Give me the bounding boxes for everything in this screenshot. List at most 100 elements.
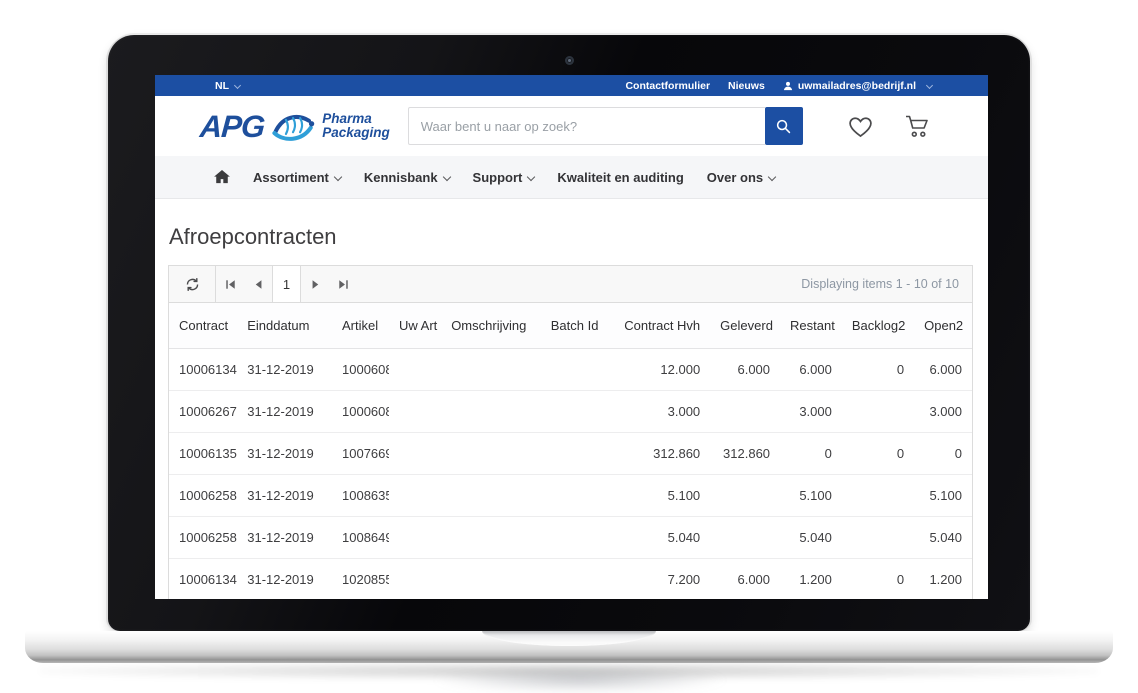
top-utility-bar: NL Contactformulier Nieuws uwmailadres@b… — [155, 75, 988, 96]
header-icons — [847, 114, 930, 138]
nav-item-kwaliteit-en-auditing[interactable]: Kwaliteit en auditing — [557, 170, 683, 185]
cell-geleverd: 6.000 — [710, 348, 781, 391]
column-header-uw-art[interactable]: Uw Art — [389, 303, 442, 349]
next-page-button[interactable] — [301, 266, 329, 302]
last-page-icon — [338, 279, 349, 290]
next-page-icon — [310, 279, 321, 290]
nav-item-label: Kwaliteit en auditing — [557, 169, 684, 185]
nav-item-kennisbank[interactable]: Kennisbank — [364, 170, 451, 185]
column-header-omschrijving[interactable]: Omschrijving — [441, 303, 541, 349]
column-header-batch-id[interactable]: Batch Id — [540, 303, 603, 349]
nav-item-assortiment[interactable]: Assortiment — [253, 170, 343, 185]
cell-geleverd — [710, 390, 781, 433]
nav-home-button[interactable] — [214, 170, 230, 184]
magnifier-icon — [775, 118, 792, 135]
cell-contract: 10006134 — [169, 558, 238, 599]
cell-artikel: 1020855 — [332, 558, 389, 599]
cell-einddatum: 31-12-2019 — [237, 474, 332, 517]
cell-contract: 10006135 — [169, 432, 238, 475]
cell-uw-art — [389, 432, 442, 475]
column-header-geleverd[interactable]: Geleverd — [710, 303, 781, 349]
cart-button[interactable] — [904, 114, 930, 138]
table-row: 10006258 31-12-2019 1008635 5.100 5.100 5.100 — [169, 474, 972, 517]
shopping-cart-icon — [904, 114, 930, 138]
home-icon — [214, 170, 230, 184]
column-header-backlog2[interactable]: Backlog2 — [841, 303, 915, 349]
wishlist-button[interactable] — [847, 114, 874, 138]
cell-uw-art — [389, 516, 442, 559]
cell-batch-id — [540, 390, 603, 433]
column-header-einddatum[interactable]: Einddatum — [237, 303, 332, 349]
page-content: Afroepcontracten — [155, 199, 988, 599]
cell-uw-art — [389, 558, 442, 599]
account-menu[interactable]: uwmailadres@bedrijf.nl — [783, 80, 934, 92]
chevron-down-icon — [233, 81, 242, 90]
cell-contract: 10006258 — [169, 474, 238, 517]
cell-batch-id — [540, 348, 603, 391]
laptop-screen: NL Contactformulier Nieuws uwmailadres@b… — [155, 75, 988, 599]
column-header-contract[interactable]: Contract — [169, 303, 238, 349]
cell-geleverd — [710, 474, 781, 517]
cell-geleverd: 312.860 — [710, 432, 781, 475]
cell-uw-art — [389, 390, 442, 433]
nav-item-over-ons[interactable]: Over ons — [706, 169, 777, 185]
cell-contract-hvh: 7.200 — [602, 558, 711, 599]
contracts-table: Contract Einddatum Artikel Uw Art Omschrijvi… — [169, 303, 972, 599]
site-logo[interactable]: APG Pharma Packaging — [198, 108, 390, 144]
first-page-button[interactable] — [216, 266, 244, 302]
cell-restant: 0 — [780, 432, 842, 475]
prev-page-button[interactable] — [244, 266, 272, 302]
table-header-row: Contract Einddatum Artikel Uw Art Omschrijvi… — [169, 303, 972, 349]
cell-backlog2 — [841, 390, 915, 433]
column-header-open2[interactable]: Open2 — [914, 303, 972, 349]
nav-item-support[interactable]: Support — [472, 169, 536, 185]
site-header: APG Pharma Packaging — [155, 96, 988, 156]
cell-backlog2: 0 — [841, 432, 915, 475]
last-page-button[interactable] — [329, 266, 357, 302]
column-header-contract-hvh[interactable]: Contract Hvh — [602, 303, 711, 349]
cell-artikel: 1000608 — [332, 348, 389, 391]
search-input[interactable] — [407, 107, 765, 145]
current-page-button[interactable]: 1 — [272, 266, 301, 302]
table-row: 10006134 31-12-2019 1000608 12.000 6.000 6.00… — [169, 348, 972, 391]
nav-item-label: Over ons — [706, 169, 764, 185]
logo-tagline: Pharma Packaging — [322, 112, 390, 140]
column-header-restant[interactable]: Restant — [780, 303, 842, 349]
prev-page-icon — [253, 279, 264, 290]
cell-restant: 3.000 — [780, 390, 842, 433]
cell-open2: 0 — [914, 432, 972, 475]
topbar-link-contactformulier[interactable]: Contactformulier — [625, 79, 711, 92]
search-button[interactable] — [764, 107, 803, 145]
cell-omschrijving — [441, 516, 541, 559]
topbar-link-nieuws[interactable]: Nieuws — [728, 79, 765, 92]
cell-open2: 3.000 — [914, 390, 972, 433]
chevron-down-icon — [767, 172, 777, 182]
cell-backlog2 — [841, 516, 915, 559]
topbar-right: Contactformulier Nieuws uwmailadres@bedr… — [625, 79, 934, 92]
cell-artikel: 1007669 — [332, 432, 389, 475]
cell-contract: 10006134 — [169, 348, 238, 391]
cell-artikel: 1008635 — [332, 474, 389, 517]
logo-brand-text: APG — [198, 108, 266, 144]
cell-einddatum: 31-12-2019 — [237, 558, 332, 599]
column-header-artikel[interactable]: Artikel — [332, 303, 389, 349]
main-nav-items: Assortiment Kennisbank Support Kwaliteit en… — [253, 169, 777, 185]
cell-geleverd — [710, 516, 781, 559]
nav-item-label: Support — [472, 169, 523, 185]
cell-restant: 1.200 — [780, 558, 842, 599]
first-page-icon — [225, 279, 236, 290]
cell-contract: 10006258 — [169, 516, 238, 559]
cell-contract-hvh: 12.000 — [602, 348, 711, 391]
cell-batch-id — [540, 558, 603, 599]
cell-batch-id — [540, 516, 603, 559]
dna-logo-icon — [270, 108, 316, 144]
language-selector[interactable]: NL — [215, 80, 242, 92]
chevron-down-icon — [925, 81, 934, 90]
cell-backlog2: 0 — [841, 558, 915, 599]
refresh-button[interactable] — [169, 266, 216, 302]
cell-open2: 1.200 — [914, 558, 972, 599]
table-row: 10006267 31-12-2019 1000608 3.000 3.000 3.000 — [169, 390, 972, 433]
heart-icon — [847, 114, 874, 138]
main-nav: Assortiment Kennisbank Support Kwaliteit en… — [155, 156, 988, 199]
cell-contract-hvh: 312.860 — [602, 432, 711, 475]
